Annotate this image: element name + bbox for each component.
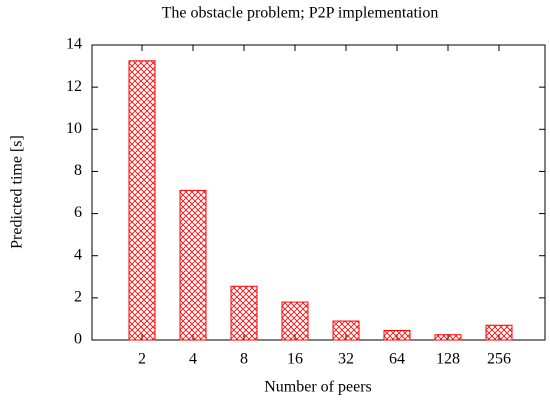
bar bbox=[332, 320, 360, 341]
x-tick-label: 4 bbox=[189, 351, 197, 368]
x-tick-label: 16 bbox=[287, 351, 303, 368]
bar bbox=[383, 330, 411, 341]
x-tick-label: 2 bbox=[138, 351, 146, 368]
y-tick-label: 12 bbox=[66, 78, 82, 95]
x-tick-label: 64 bbox=[389, 351, 405, 368]
plot-frame bbox=[91, 44, 546, 341]
chart-title: The obstacle problem; P2P implementation bbox=[162, 5, 439, 22]
x-tick-label: 32 bbox=[338, 351, 354, 368]
bar bbox=[230, 285, 258, 341]
y-tick-label: 0 bbox=[74, 331, 82, 348]
x-tick-label: 256 bbox=[487, 351, 511, 368]
bar bbox=[485, 324, 513, 341]
y-tick-label: 10 bbox=[66, 120, 82, 137]
x-axis-label: Number of peers bbox=[264, 379, 372, 396]
y-tick-label: 2 bbox=[74, 289, 82, 306]
bar bbox=[281, 301, 309, 341]
y-axis-label: Predicted time [s] bbox=[9, 135, 26, 249]
x-tick-label: 8 bbox=[240, 351, 248, 368]
y-tick-label: 6 bbox=[74, 204, 82, 221]
bar bbox=[179, 189, 207, 341]
bar bbox=[434, 334, 462, 341]
x-tick-label: 128 bbox=[436, 351, 460, 368]
y-tick-label: 14 bbox=[66, 36, 82, 53]
bar bbox=[128, 60, 156, 341]
y-tick-label: 8 bbox=[74, 162, 82, 179]
y-tick-label: 4 bbox=[74, 246, 82, 263]
